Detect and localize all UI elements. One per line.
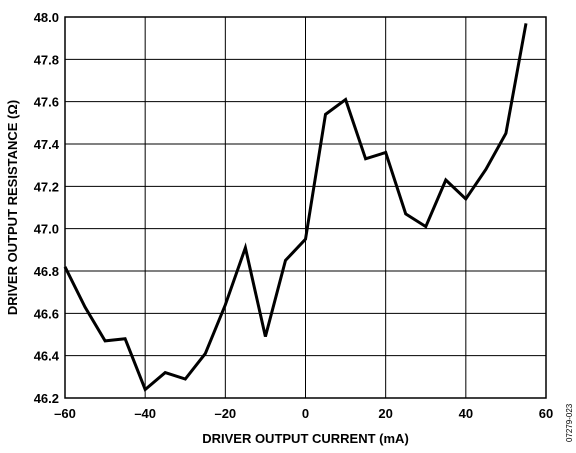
x-tick-label: 0 xyxy=(302,406,309,421)
line-layer xyxy=(63,23,528,392)
y-tick-label: 46.2 xyxy=(34,391,59,406)
x-tick-labels: –60 –40 –20 0 20 40 60 xyxy=(54,406,553,421)
series-line xyxy=(63,23,528,392)
y-tick-label: 46.8 xyxy=(34,264,59,279)
y-tick-label: 47.2 xyxy=(34,179,59,194)
x-tick-label: –40 xyxy=(134,406,156,421)
x-tick-label: 40 xyxy=(459,406,473,421)
y-tick-label: 46.4 xyxy=(34,349,60,364)
y-tick-label: 48.0 xyxy=(34,10,59,25)
x-tick-label: 60 xyxy=(539,406,553,421)
y-tick-labels: 46.2 46.4 46.6 46.8 47.0 47.2 47.4 47.6 47.8 48.0 xyxy=(34,10,60,406)
x-tick-label: –20 xyxy=(214,406,236,421)
x-axis-label: DRIVER OUTPUT CURRENT (mA) xyxy=(202,431,409,446)
x-tick-label: 20 xyxy=(378,406,392,421)
y-tick-label: 47.6 xyxy=(34,95,59,110)
y-tick-label: 47.4 xyxy=(34,137,60,152)
y-tick-label: 47.8 xyxy=(34,52,59,67)
y-tick-label: 47.0 xyxy=(34,222,59,237)
grid xyxy=(65,17,546,398)
plot-frame xyxy=(64,16,547,399)
y-axis-label: DRIVER OUTPUT RESISTANCE (Ω) xyxy=(5,100,20,315)
y-tick-label: 46.6 xyxy=(34,306,59,321)
figure-code: 07279-023 xyxy=(565,403,574,442)
x-tick-label: –60 xyxy=(54,406,76,421)
